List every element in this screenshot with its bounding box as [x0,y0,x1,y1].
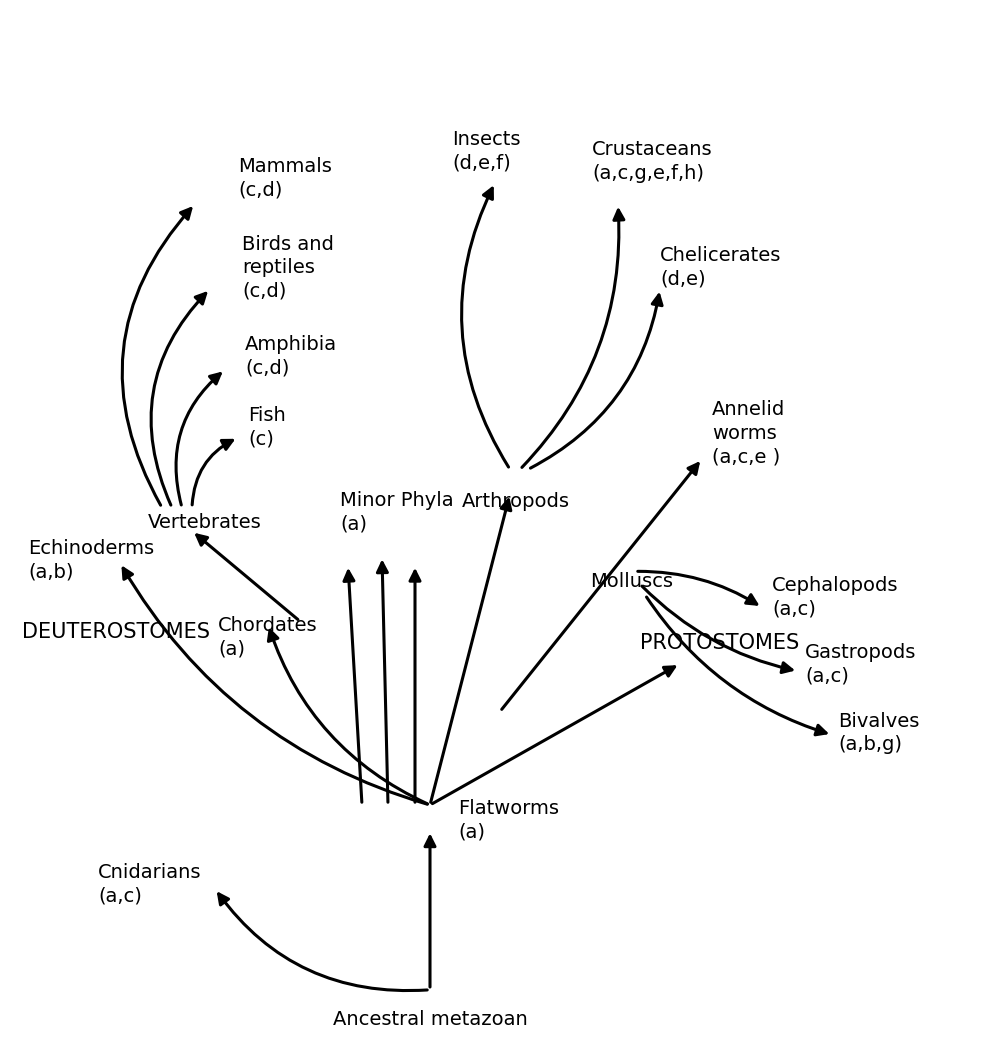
Text: Bivalves
(a,b,g): Bivalves (a,b,g) [838,712,919,754]
Text: PROTOSTOMES: PROTOSTOMES [640,633,799,652]
Text: Mammals
(c,d): Mammals (c,d) [238,157,332,200]
Text: Cephalopods
(a,c): Cephalopods (a,c) [772,576,898,618]
Text: Flatworms
(a): Flatworms (a) [458,799,559,841]
Text: Vertebrates: Vertebrates [148,513,262,532]
Text: Minor Phyla
(a): Minor Phyla (a) [340,491,454,533]
Text: Echinoderms
(a,b): Echinoderms (a,b) [28,539,154,582]
Text: Crustaceans
(a,c,g,e,f,h): Crustaceans (a,c,g,e,f,h) [592,140,713,183]
Text: Fish
(c): Fish (c) [248,406,286,448]
Text: Cnidarians
(a,c): Cnidarians (a,c) [98,863,202,906]
Text: Insects
(d,e,f): Insects (d,e,f) [452,130,520,172]
Text: DEUTEROSTOMES: DEUTEROSTOMES [22,622,210,641]
Text: Gastropods
(a,c): Gastropods (a,c) [805,643,916,685]
Text: Arthropods: Arthropods [462,492,570,511]
Text: Ancestral metazoan: Ancestral metazoan [333,1010,527,1029]
Text: Chordates
(a): Chordates (a) [218,616,318,658]
Text: Molluscs: Molluscs [590,572,673,592]
Text: Amphibia
(c,d): Amphibia (c,d) [245,335,337,377]
Text: Annelid
worms
(a,c,e ): Annelid worms (a,c,e ) [712,400,785,466]
Text: Birds and
reptiles
(c,d): Birds and reptiles (c,d) [242,235,334,301]
Text: Chelicerates
(d,e): Chelicerates (d,e) [660,246,781,289]
